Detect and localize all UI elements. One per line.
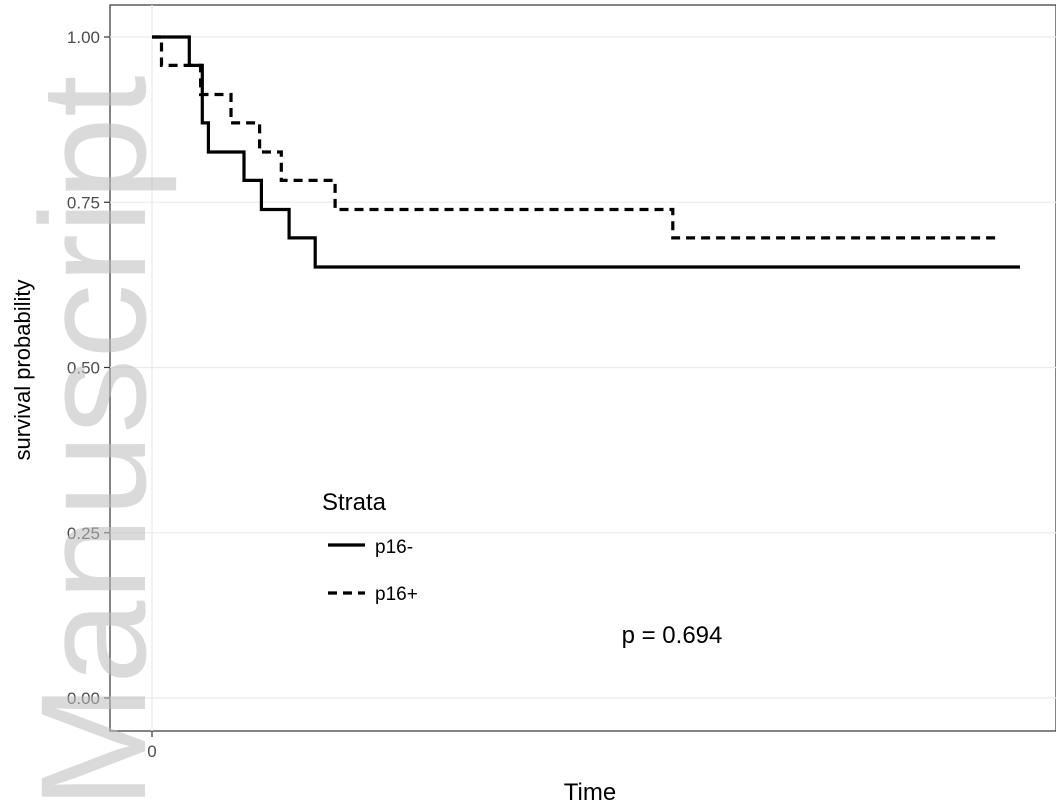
y-tick-label: 1.00 [67,28,100,47]
y-tick-label: 0.00 [67,689,100,708]
watermark: Manuscript [9,75,177,809]
legend-label-p16-plus: p16+ [375,584,418,605]
x-tick-label: 0 [147,742,156,761]
survival-curves [152,35,1020,269]
y-axis-ticks: 0.00 0.25 0.50 0.75 1.00 [67,28,110,708]
legend: Strata p16- p16+ [322,489,418,605]
p-value-annotation: p = 0.694 [622,622,723,649]
y-tick-label: 0.50 [67,359,100,378]
x-axis-ticks: 0 [147,731,157,761]
series-line-p16-minus [152,35,1020,269]
legend-title: Strata [322,489,387,516]
legend-label-p16-minus: p16- [375,537,413,558]
y-tick-label: 0.75 [67,193,100,212]
x-axis-label: Time [564,779,616,806]
grid-lines [110,5,1056,731]
y-tick-label: 0.25 [67,524,100,543]
y-axis-label: survival probability [10,280,35,461]
